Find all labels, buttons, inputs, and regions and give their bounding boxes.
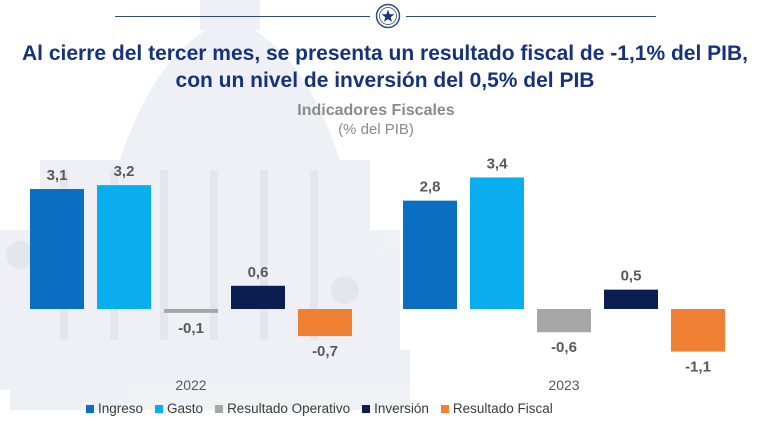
x-tick-label: 2023 xyxy=(548,377,579,393)
legend-item: Gasto xyxy=(155,401,203,416)
x-tick-label: 2022 xyxy=(175,377,206,393)
legend-swatch xyxy=(215,404,224,413)
legend-label: Resultado Fiscal xyxy=(452,401,553,416)
legend-swatch xyxy=(86,404,94,413)
bar-2022-gasto xyxy=(97,185,151,309)
legend-swatch xyxy=(362,404,371,413)
data-label: 3,2 xyxy=(114,163,135,180)
chart-title: Indicadores Fiscales xyxy=(297,102,455,119)
bar-2022-ingreso xyxy=(30,189,84,309)
legend-item: Resultado Fiscal xyxy=(440,401,553,416)
legend-label: Gasto xyxy=(167,401,204,416)
data-label: 3,1 xyxy=(47,167,68,184)
data-label: -0,1 xyxy=(178,320,204,337)
data-label: -0,7 xyxy=(312,343,338,360)
bar-2023-gasto xyxy=(470,177,524,309)
data-label: 0,6 xyxy=(248,264,269,281)
legend-swatch xyxy=(440,404,449,413)
data-label: 2,8 xyxy=(420,179,441,196)
data-label: -1,1 xyxy=(685,359,711,376)
legend-label: Resultado Operativo xyxy=(227,401,351,416)
bar-2023-resultado-operativo xyxy=(537,309,591,333)
bar-2023-ingreso xyxy=(403,200,457,309)
bar-2022-resultado-operativo xyxy=(164,309,218,313)
data-label: 0,5 xyxy=(621,268,642,285)
chart-subtitle: (% del PIB) xyxy=(338,121,414,138)
bar-2023-resultado-fiscal xyxy=(671,309,725,352)
chart-legend: Ingreso Gasto Resultado Operativo Inversión… xyxy=(86,401,565,416)
legend-item: Resultado Operativo xyxy=(215,401,350,416)
legend-swatch xyxy=(155,404,164,413)
header-rule-right xyxy=(406,16,656,17)
legend-label: Inversión xyxy=(374,401,429,416)
data-label: -0,6 xyxy=(551,339,577,356)
legend-label: Ingreso xyxy=(98,401,144,416)
bar-2022-inversión xyxy=(231,285,285,309)
headline: Al cierre del tercer mes, se presenta un… xyxy=(22,42,748,92)
bar-2022-resultado-fiscal xyxy=(298,309,352,337)
data-label: 3,4 xyxy=(487,155,509,172)
star-emblem-icon xyxy=(375,3,401,29)
header-rule-left xyxy=(115,16,370,17)
legend-item: Inversión xyxy=(362,401,429,416)
bar-2023-inversión xyxy=(604,289,658,309)
legend-item: Ingreso xyxy=(86,401,143,416)
